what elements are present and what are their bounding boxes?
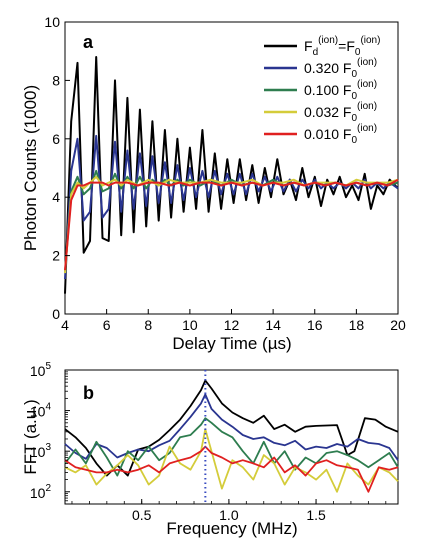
panel-b-series-line-2 xyxy=(64,417,399,477)
panel-a-frame xyxy=(64,21,399,315)
panel-b-xlabel: Frequency (MHz) xyxy=(166,519,297,538)
panel-b-y-tick-label: 104 xyxy=(30,402,52,420)
panel-a-x-tick-label: 20 xyxy=(390,317,406,333)
panel-b-x-tick-label: 0.5 xyxy=(132,507,152,523)
panel-a-y-tick-label: 6 xyxy=(52,131,60,147)
panel-b-series-line-4 xyxy=(64,445,399,493)
legend-label-0: Fd(ion)=F0(ion) xyxy=(304,35,380,58)
panel-b-series-line-3 xyxy=(64,428,399,493)
panel-b-x-tick-label: 1.5 xyxy=(306,507,326,523)
panel-a-legend: Fd(ion)=F0(ion)0.320 F0(ion)0.100 F0(ion… xyxy=(264,35,380,146)
panel-b-plot-area xyxy=(64,370,399,504)
legend-label-1: 0.320 F0(ion) xyxy=(304,57,377,80)
panel-a: 4 6 8 10 12 14 16 18 20 0 2 4 6 8 10 a Delay Time (µs)… xyxy=(21,14,406,353)
panel-a-x-tick-label: 6 xyxy=(103,317,111,333)
legend-label-2: 0.100 F0(ion) xyxy=(304,79,377,102)
legend-label-4: 0.010 F0(ion) xyxy=(304,123,377,146)
panel-a-xlabel: Delay Time (µs) xyxy=(172,334,291,353)
panel-a-x-tick-label: 4 xyxy=(61,317,69,333)
panel-a-x-tick-label: 18 xyxy=(349,317,365,333)
panel-a-y-tick-label: 4 xyxy=(52,189,60,205)
panel-a-plot-area xyxy=(64,56,399,294)
panel-a-ylabel: Photon Counts (1000) xyxy=(21,85,40,251)
panel-a-ticks: 4 6 8 10 12 14 16 18 20 0 2 4 6 8 10 xyxy=(44,14,406,333)
panel-b-x-tick-label: 1.0 xyxy=(219,507,239,523)
legend-label-3: 0.032 F0(ion) xyxy=(304,101,377,124)
panel-b-y-tick-label: 103 xyxy=(30,442,52,460)
panel-a-x-tick-label: 10 xyxy=(182,317,198,333)
panel-a-x-tick-label: 14 xyxy=(265,317,281,333)
panel-a-x-tick-label: 12 xyxy=(224,317,240,333)
panel-a-x-tick-label: 8 xyxy=(144,317,152,333)
panel-b-y-tick-label: 105 xyxy=(30,361,52,379)
panel-a-x-tick-label: 16 xyxy=(307,317,323,333)
panel-b-ticks: 0.5 1.0 1.5 102 103 104 105 xyxy=(30,361,387,523)
panel-a-label: a xyxy=(83,32,94,52)
panel-a-y-tick-label: 0 xyxy=(52,306,60,322)
panel-a-y-tick-label: 10 xyxy=(44,14,60,30)
panel-b-frame xyxy=(64,369,399,505)
panel-b-y-tick-label: 102 xyxy=(30,483,52,501)
panel-a-series-line-4 xyxy=(64,178,399,271)
panel-b-label: b xyxy=(83,383,94,403)
panel-a-y-tick-label: 2 xyxy=(52,248,60,264)
panel-a-y-tick-label: 8 xyxy=(52,72,60,88)
panel-b-ylabel: FFT (a.u.) xyxy=(21,399,40,474)
panel-b-series-line-1 xyxy=(64,393,399,461)
